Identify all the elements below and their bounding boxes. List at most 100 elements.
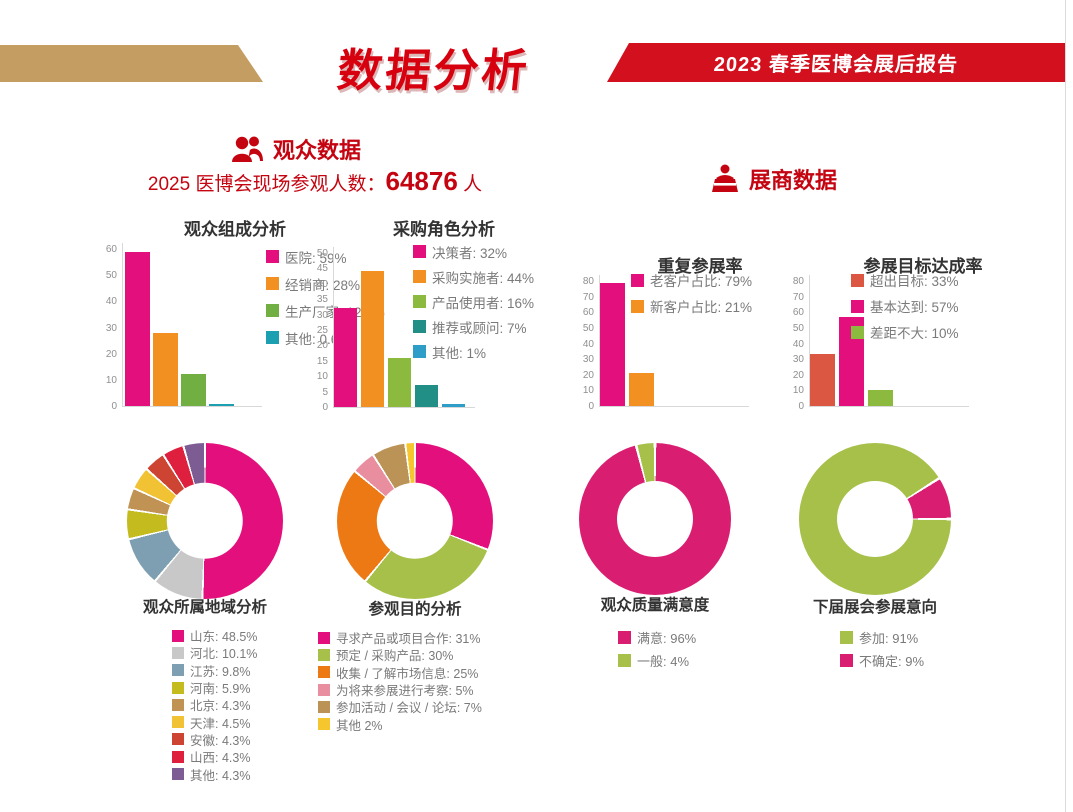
legend-swatch xyxy=(318,666,330,679)
axis-tick-label: 50 xyxy=(105,270,117,282)
x-axis-line xyxy=(809,406,969,407)
axis-tick-label: 40 xyxy=(582,338,594,350)
legend-label: 产品使用者: 16% xyxy=(432,295,535,311)
bar xyxy=(181,373,206,406)
axis-tick-label: 40 xyxy=(792,338,804,350)
bar xyxy=(125,251,150,406)
x-axis-line xyxy=(599,406,749,407)
bar xyxy=(209,404,234,406)
legend-swatch xyxy=(631,299,644,313)
exhibitor-section-header: 展商数据 xyxy=(710,163,837,195)
repeat-exhibit-rate-bar-chart: 重复参展率 0 10 20 30 40 50 60 70 80 老客户占比: 79% 新客户占比: 2… xyxy=(575,250,825,415)
legend-swatch xyxy=(851,325,864,339)
legend-item: 不确定: 9% xyxy=(840,649,924,672)
legend-item: 参加: 91% xyxy=(840,626,924,649)
audience-people-icon xyxy=(230,135,264,163)
attendance-stat-suffix: 人 xyxy=(457,174,483,195)
legend-swatch xyxy=(318,700,330,713)
legend-label: 北京: 4.3% xyxy=(190,699,251,714)
next-exhibit-intention-legend: 参加: 91% 不确定: 9% xyxy=(840,626,924,672)
legend-item: 医院: 59% xyxy=(266,243,385,270)
axis-tick-label: 40 xyxy=(105,296,117,308)
axis-tick-label: 10 xyxy=(792,385,804,397)
legend-item: 其他 2% xyxy=(318,715,482,733)
axis-tick-label: 10 xyxy=(316,371,328,383)
audience-region-donut-chart xyxy=(127,443,283,599)
legend-item: 河南: 5.9% xyxy=(172,679,257,696)
legend-label: 其他: 1% xyxy=(432,345,487,361)
chart-title: 采购角色分析 xyxy=(393,220,495,239)
legend-swatch xyxy=(172,768,184,781)
axis-tick-label: 35 xyxy=(316,294,328,306)
legend-label: 山西: 4.3% xyxy=(190,751,251,766)
chart-legend: 决策者: 32% 采购实施者: 44% 产品使用者: 16% 推荐或顾问: 7% 其他:… xyxy=(413,239,534,364)
legend-item: 安徽: 4.3% xyxy=(172,731,257,748)
legend-swatch xyxy=(851,273,864,287)
x-axis-line xyxy=(122,406,262,407)
legend-label: 预定 / 采购产品: 30% xyxy=(336,649,454,664)
header-tan-ribbon xyxy=(0,45,263,82)
chart-legend: 老客户占比: 79% 新客户占比: 21% xyxy=(631,267,752,319)
legend-item: 山西: 4.3% xyxy=(172,748,257,765)
legend-label: 河北: 10.1% xyxy=(190,647,258,662)
legend-swatch xyxy=(172,733,184,746)
axis-tick-label: 25 xyxy=(316,325,328,336)
purchase-role-bar-chart: 采购角色分析 0 5 10 15 20 25 30 35 40 45 50 决策者: 32% 采购实施者:… xyxy=(313,213,575,413)
legend-label: 江苏: 9.8% xyxy=(190,664,251,679)
legend-swatch xyxy=(172,716,184,729)
legend-label: 河南: 5.9% xyxy=(190,682,251,697)
legend-label: 决策者: 32% xyxy=(432,245,508,261)
legend-label: 寻求产品或项目合作: 31% xyxy=(336,632,481,647)
attendance-stat-value: 64876 xyxy=(385,166,458,196)
legend-swatch xyxy=(413,295,426,308)
legend-swatch xyxy=(172,664,184,677)
exhibitor-section-label: 展商数据 xyxy=(749,168,838,193)
legend-swatch xyxy=(266,277,279,290)
audience-composition-bar-chart: 观众组成分析 0 10 20 30 40 50 60 医院: 59% 经销商: 28% 生产厂家: … xyxy=(95,213,385,413)
audience-section-header: 观众数据 xyxy=(230,133,361,165)
legend-item: 参加活动 / 会议 / 论坛: 7% xyxy=(318,698,482,715)
legend-item: 河北: 10.1% xyxy=(172,644,257,661)
axis-tick-label: 0 xyxy=(111,401,117,412)
axis-tick-label: 20 xyxy=(582,369,594,381)
bar xyxy=(810,354,835,406)
axis-tick-label: 20 xyxy=(792,369,804,381)
legend-label: 参加: 91% xyxy=(859,631,919,646)
axis-tick-label: 70 xyxy=(582,291,594,303)
page-edge-line xyxy=(1065,0,1066,812)
legend-label: 一般: 4% xyxy=(637,654,690,669)
legend-item: 预定 / 采购产品: 30% xyxy=(318,646,482,663)
legend-label: 不确定: 9% xyxy=(859,654,925,669)
axis-tick-label: 80 xyxy=(582,276,594,287)
axis-tick-label: 40 xyxy=(316,278,328,290)
legend-label: 参加活动 / 会议 / 论坛: 7% xyxy=(336,701,482,716)
attendance-stat: 2025 医博会现场参观人数：64876 人 xyxy=(95,166,535,197)
banner-text: 2023 春季医博会展后报告 xyxy=(713,54,959,76)
legend-swatch xyxy=(266,304,279,317)
bar xyxy=(629,373,654,406)
legend-swatch xyxy=(172,750,184,763)
legend-label: 其他: 4.3% xyxy=(190,768,251,783)
legend-item: 一般: 4% xyxy=(618,649,696,672)
y-axis-line xyxy=(333,247,334,407)
legend-label: 其他 2% xyxy=(336,718,383,733)
audience-quality-chart-title: 观众质量满意度 xyxy=(600,597,710,614)
axis-tick-label: 10 xyxy=(582,385,594,397)
legend-label: 满意: 96% xyxy=(637,631,697,646)
bar xyxy=(361,271,384,407)
legend-label: 超出目标: 33% xyxy=(870,274,959,289)
axis-tick-label: 50 xyxy=(582,322,594,334)
bar xyxy=(600,282,625,406)
legend-item: 山东: 48.5% xyxy=(172,627,257,644)
axis-tick-label: 45 xyxy=(316,263,328,275)
legend-item: 决策者: 32% xyxy=(413,239,534,264)
legend-label: 推荐或顾问: 7% xyxy=(432,320,527,336)
axis-tick-label: 60 xyxy=(792,307,804,319)
bar xyxy=(334,308,357,407)
legend-item: 寻求产品或项目合作: 31% xyxy=(318,629,482,646)
donut-hole xyxy=(376,482,454,560)
donut-hole xyxy=(617,481,693,557)
legend-swatch xyxy=(172,681,184,694)
axis-tick-label: 60 xyxy=(582,307,594,319)
